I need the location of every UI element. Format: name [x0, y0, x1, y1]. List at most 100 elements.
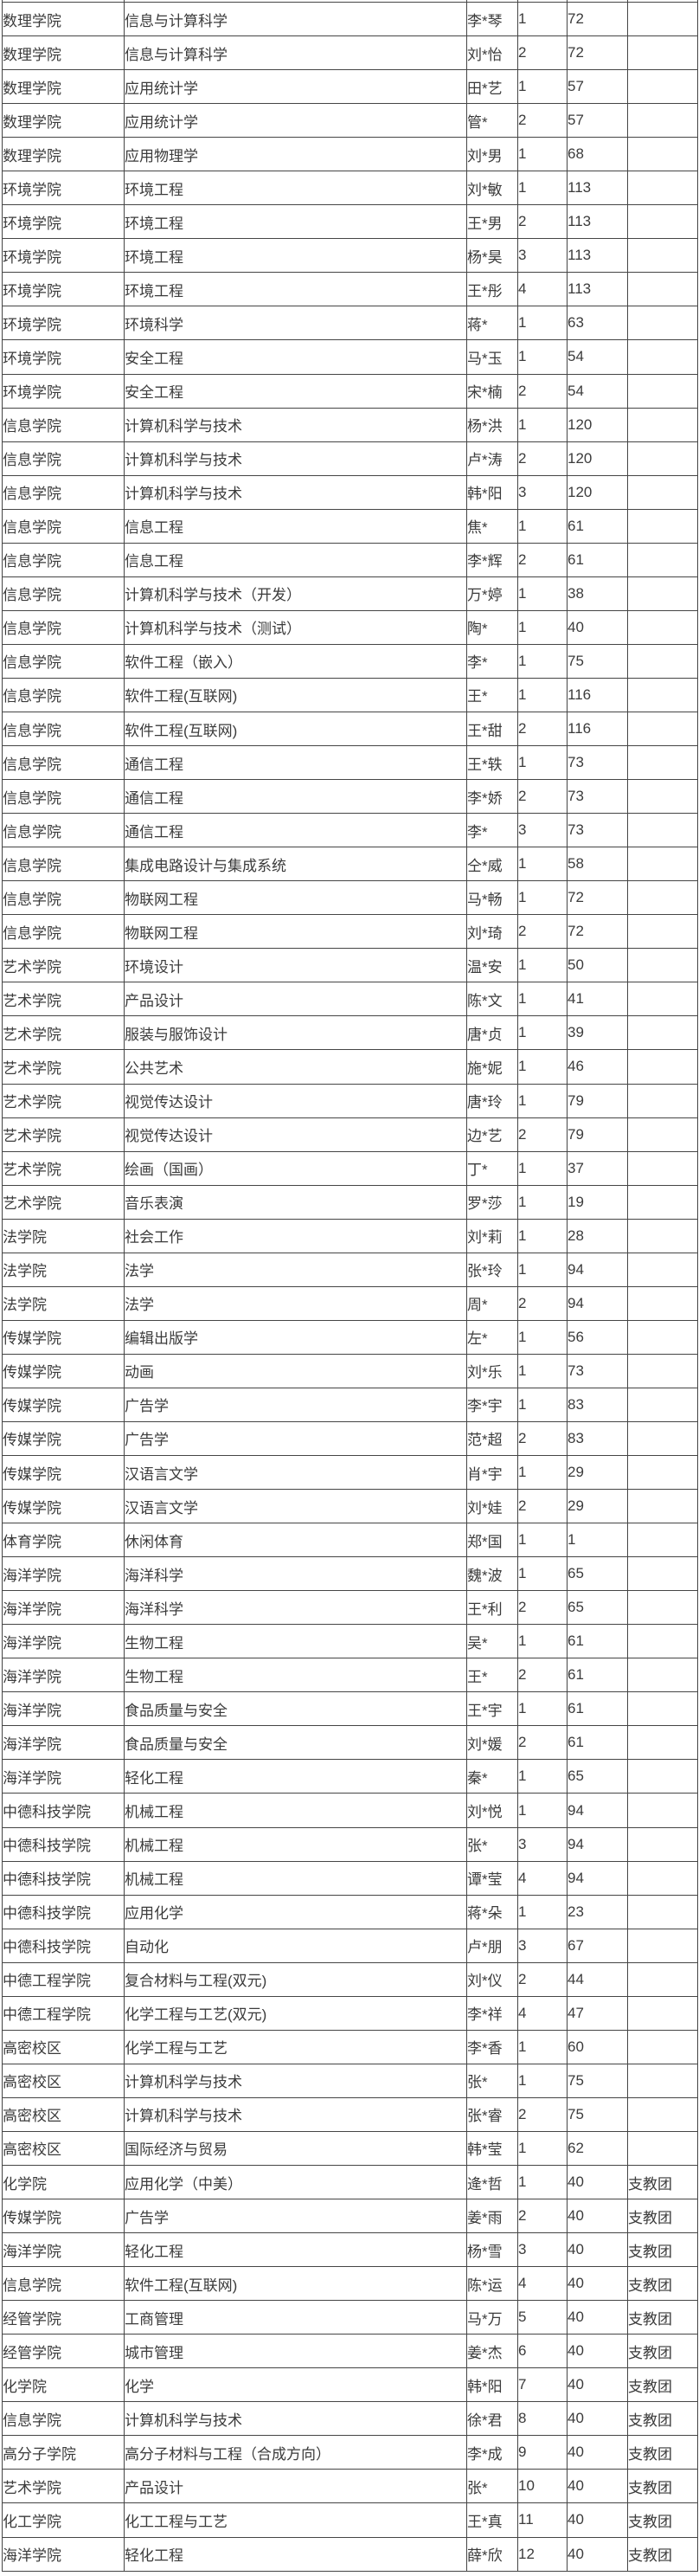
table-row: 信息学院 计算机科学与技术（测试） 陶* 1 40 — [2, 609, 698, 645]
student-name-cell: 管* — [466, 103, 518, 138]
note-cell — [627, 1285, 698, 1321]
student-name-cell: 杨*雪 — [466, 2232, 518, 2268]
major-cell: 海洋科学 — [124, 1590, 467, 1626]
student-name-cell: 王*彤 — [466, 272, 518, 307]
student-name-cell: 蒋* — [466, 306, 518, 341]
rank-cell: 1 — [517, 1083, 568, 1118]
note-cell — [627, 576, 698, 611]
college-cell: 高密校区 — [2, 2096, 125, 2132]
score-cell: 40 — [567, 2300, 628, 2335]
student-name-cell: 刘*仪 — [466, 1961, 518, 1997]
table-row: 化工学院 化工工程与工艺 王*真 11 40 支教团 — [2, 2502, 698, 2538]
note-cell: 支教团 — [627, 2266, 698, 2302]
score-cell: 61 — [567, 1658, 628, 1693]
student-name-cell: 马*玉 — [466, 339, 518, 375]
table-row: 传媒学院 编辑出版学 左* 1 56 — [2, 1319, 698, 1355]
major-cell: 软件工程(互联网) — [124, 711, 467, 747]
student-name-cell: 李*香 — [466, 2029, 518, 2064]
note-cell: 支教团 — [627, 2164, 698, 2200]
college-cell: 海洋学院 — [2, 1658, 125, 1693]
rank-cell: 1 — [517, 1523, 568, 1558]
rank-cell: 2 — [517, 2199, 568, 2234]
college-cell: 环境学院 — [2, 171, 125, 206]
table-row: 信息学院 通信工程 王*轶 1 73 — [2, 745, 698, 781]
student-name-cell: 韩*阳 — [466, 2367, 518, 2403]
college-cell: 信息学院 — [2, 745, 125, 781]
table-row: 信息学院 信息工程 李*辉 2 61 — [2, 542, 698, 577]
student-name-cell: 刘*男 — [466, 137, 518, 172]
rank-cell: 4 — [517, 272, 568, 307]
rank-cell: 10 — [517, 2469, 568, 2504]
table-row: 法学院 社会工作 刘*莉 1 28 — [2, 1218, 698, 1253]
student-name-cell: 张*玲 — [466, 1252, 518, 1287]
score-cell: 19 — [567, 1184, 628, 1220]
table-row: 信息学院 软件工程(互联网) 王*甜 2 116 — [2, 711, 698, 747]
rank-cell: 1 — [517, 948, 568, 983]
rank-cell: 1 — [517, 2029, 568, 2064]
college-cell: 信息学院 — [2, 474, 125, 510]
college-cell: 高密校区 — [2, 2130, 125, 2167]
student-name-cell: 刘*悦 — [466, 1793, 518, 1828]
college-cell: 传媒学院 — [2, 1455, 125, 1491]
table-row: 法学院 法学 张*玲 1 94 — [2, 1252, 698, 1287]
student-name-cell: 张* — [466, 2063, 518, 2098]
table-row: 艺术学院 公共艺术 施*妮 1 46 — [2, 1049, 698, 1085]
rank-cell: 1 — [517, 1455, 568, 1491]
note-cell — [627, 1218, 698, 1253]
score-cell: 113 — [567, 272, 628, 307]
college-cell: 艺术学院 — [2, 982, 125, 1017]
major-cell: 应用统计学 — [124, 69, 467, 105]
table-row: 高密校区 计算机科学与技术 张*睿 2 75 — [2, 2096, 698, 2132]
table-row: 信息学院 计算机科学与技术 徐*君 8 40 支教团 — [2, 2401, 698, 2437]
note-cell — [627, 1117, 698, 1152]
student-name-cell: 唐*玲 — [466, 1083, 518, 1118]
college-cell: 信息学院 — [2, 711, 125, 747]
major-cell: 物联网工程 — [124, 914, 467, 950]
rank-cell: 2 — [517, 1961, 568, 1997]
note-cell — [627, 103, 698, 138]
rank-cell: 2 — [517, 1590, 568, 1626]
student-name-cell: 左* — [466, 1319, 518, 1355]
student-name-cell: 李*宇 — [466, 1387, 518, 1422]
student-name-cell: 田*艺 — [466, 69, 518, 105]
rank-cell: 1 — [517, 306, 568, 341]
major-cell: 环境工程 — [124, 171, 467, 206]
score-cell: 83 — [567, 1420, 628, 1457]
rank-cell: 2 — [517, 914, 568, 950]
student-name-cell: 郑*国 — [466, 1523, 518, 1558]
rank-cell: 2 — [517, 542, 568, 577]
note-cell — [627, 643, 698, 679]
rank-cell: 1 — [517, 745, 568, 781]
table-row: 信息学院 计算机科学与技术（开发） 万*婷 1 38 — [2, 576, 698, 611]
table-row: 信息学院 软件工程(互联网) 王* 1 116 — [2, 677, 698, 712]
student-name-cell: 姜*雨 — [466, 2199, 518, 2234]
major-cell: 食品质量与安全 — [124, 1691, 467, 1727]
table-row: 环境学院 环境工程 刘*敏 1 113 — [2, 171, 698, 206]
student-name-cell: 卢*朋 — [466, 1928, 518, 1963]
major-cell: 软件工程(互联网) — [124, 677, 467, 712]
score-cell: 29 — [567, 1455, 628, 1491]
rank-cell: 1 — [517, 1252, 568, 1287]
note-cell — [627, 1759, 698, 1794]
score-cell: 75 — [567, 2096, 628, 2132]
table-row: 传媒学院 汉语言文学 刘*娃 2 29 — [2, 1489, 698, 1524]
student-name-cell: 逄*哲 — [466, 2164, 518, 2200]
college-cell: 信息学院 — [2, 880, 125, 916]
major-cell: 轻化工程 — [124, 1759, 467, 1794]
note-cell: 支教团 — [627, 2536, 698, 2572]
major-cell: 生物工程 — [124, 1624, 467, 1659]
table-row: 数理学院 应用统计学 管* 2 57 — [2, 103, 698, 138]
major-cell: 计算机科学与技术 — [124, 407, 467, 442]
score-cell: 57 — [567, 69, 628, 105]
score-cell: 113 — [567, 171, 628, 206]
note-cell — [627, 1691, 698, 1727]
table-row: 化学院 应用化学（中美） 逄*哲 1 40 支教团 — [2, 2164, 698, 2200]
student-name-cell: 薛*欣 — [466, 2536, 518, 2572]
table-row: 艺术学院 产品设计 陈*文 1 41 — [2, 982, 698, 1017]
college-cell: 法学院 — [2, 1252, 125, 1287]
major-cell: 高分子材料与工程（合成方向） — [124, 2435, 467, 2470]
major-cell: 休闲体育 — [124, 1523, 467, 1558]
college-cell: 信息学院 — [2, 407, 125, 442]
table-row: 信息学院 软件工程(互联网) 陈*运 4 40 支教团 — [2, 2266, 698, 2302]
